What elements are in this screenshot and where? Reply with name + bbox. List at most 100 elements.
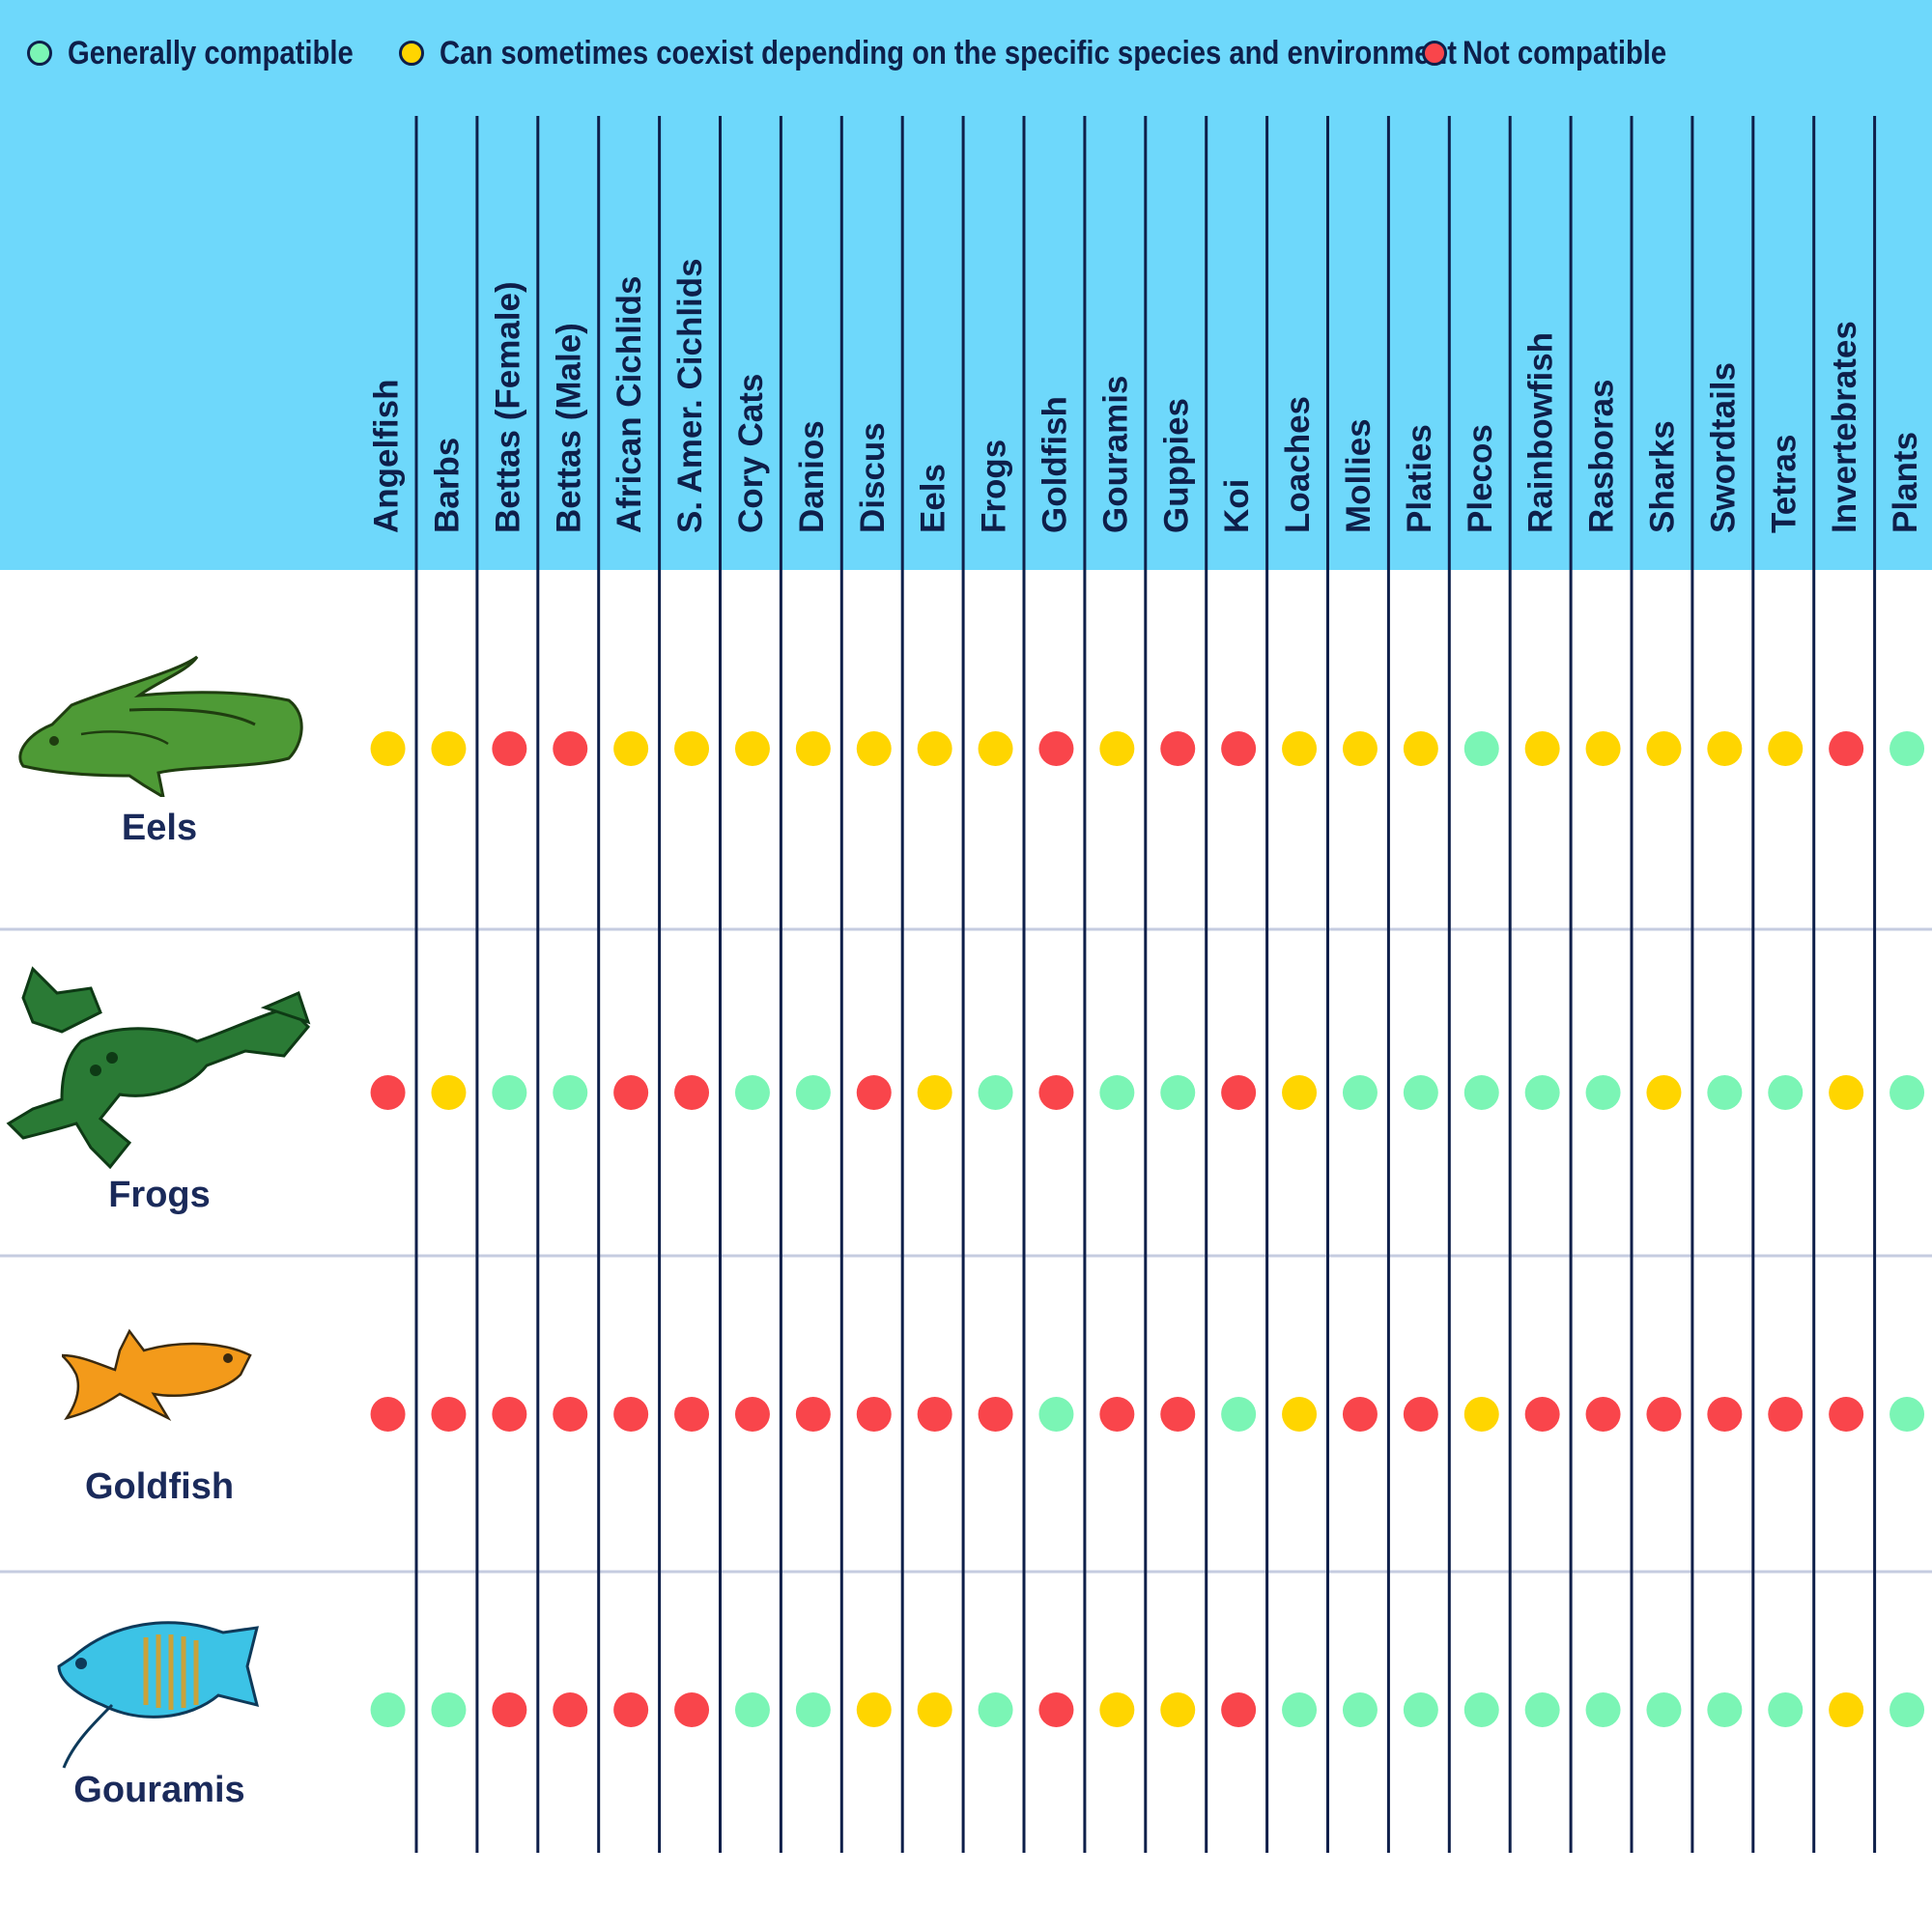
compat-dot [1585,731,1621,766]
compat-dot [1403,731,1438,766]
column-label: Plecos [1462,424,1499,533]
compat-dot [492,1075,527,1110]
compat-dot [1221,1397,1257,1432]
compat-dot [795,1397,831,1432]
compat-dot [1160,1397,1196,1432]
compat-dot [1829,731,1864,766]
compat-dot [1160,731,1196,766]
compat-dot [1282,1075,1318,1110]
column-label: Swordtails [1704,362,1742,533]
compat-dot [1463,1397,1499,1432]
gourami-icon [57,1621,260,1769]
compat-dot [1585,1692,1621,1727]
legend-label-sometimes: Can sometimes coexist depending on the s… [440,34,1457,71]
compat-dot [1342,1397,1378,1432]
column-label: Mollies [1340,418,1378,533]
compat-dot [1099,1075,1135,1110]
compat-dot [1646,731,1682,766]
compat-dot [1403,1692,1438,1727]
compat-dot [431,1692,467,1727]
compat-dot [1099,1397,1135,1432]
column-label: Plants [1887,432,1924,533]
compat-dot [1889,731,1925,766]
compat-dot [1099,1692,1135,1727]
column-label: Goldfish [1036,396,1073,533]
compat-dot [1829,1692,1864,1727]
compat-dot [795,1075,831,1110]
compat-dot [1221,731,1257,766]
compat-dot [1646,1075,1682,1110]
compat-dot [674,731,710,766]
compat-dot [553,731,588,766]
column-label: Rainbowfish [1522,332,1560,533]
compat-dot [1707,731,1743,766]
compat-dot [370,731,406,766]
compat-dot [1038,1397,1074,1432]
column-label: S. Amer. Cichlids [671,258,709,533]
compat-dot [734,1075,770,1110]
compat-dot [795,1692,831,1727]
compat-dot [613,1692,649,1727]
compat-dot [431,731,467,766]
compat-dot [1646,1397,1682,1432]
compat-dot [734,1397,770,1432]
compat-dot [1342,1692,1378,1727]
row-label-frogs: Frogs [108,1175,211,1215]
legend-bar: Generally compatible Can sometimes coexi… [0,0,1932,104]
compat-dot [795,731,831,766]
compat-dot [1099,731,1135,766]
compat-dot [917,1692,952,1727]
row-label-goldfish: Goldfish [84,1466,235,1507]
column-header-band [0,104,1932,570]
compat-dot [978,731,1013,766]
compat-dot [431,1075,467,1110]
compat-dot [1221,1075,1257,1110]
row-label-eels: Eels [121,808,198,848]
compat-dot [1585,1075,1621,1110]
compat-dot [370,1692,406,1727]
compat-dot [613,1075,649,1110]
compat-dot [1707,1397,1743,1432]
compat-dot [674,1397,710,1432]
column-label: Tetras [1765,435,1803,533]
compat-dot [1524,1397,1560,1432]
compat-dot [1768,1397,1804,1432]
compat-dot [1889,1397,1925,1432]
compat-dot [1282,1397,1318,1432]
column-label: Discus [854,422,892,533]
compat-dot [1707,1075,1743,1110]
column-label: Invertebrates [1826,321,1863,533]
compat-dot [917,1075,952,1110]
legend-item-sometimes: Can sometimes coexist depending on the s… [399,31,1622,75]
compat-dot [1889,1075,1925,1110]
compat-dot [553,1075,588,1110]
compat-dot [553,1692,588,1727]
column-label: Danios [793,420,831,533]
compat-dot [492,1692,527,1727]
row-label-gouramis: Gouramis [73,1770,245,1810]
compat-dot [1282,731,1318,766]
column-label: Gouramis [1096,376,1134,533]
column-label: Bettas (Female) [489,281,526,533]
compat-dot [1646,1692,1682,1727]
compat-dot [1768,731,1804,766]
compat-dot [856,1692,892,1727]
compat-dot [1038,1692,1074,1727]
compat-dot [1829,1397,1864,1432]
compat-dot [1768,1075,1804,1110]
legend-label-compatible: Generally compatible [68,34,354,71]
compat-dot [1463,1075,1499,1110]
column-label: Bettas (Male) [550,323,587,533]
compat-dot [1282,1692,1318,1727]
compat-dot [734,1692,770,1727]
column-label: African Cichlids [611,276,648,533]
compat-dot [856,731,892,766]
compat-dot [613,1397,649,1432]
compat-dot [613,731,649,766]
frog-icon [6,966,311,1170]
compat-dot [674,1075,710,1110]
compat-dot [492,731,527,766]
compat-dot [431,1397,467,1432]
compat-dot [1342,1075,1378,1110]
